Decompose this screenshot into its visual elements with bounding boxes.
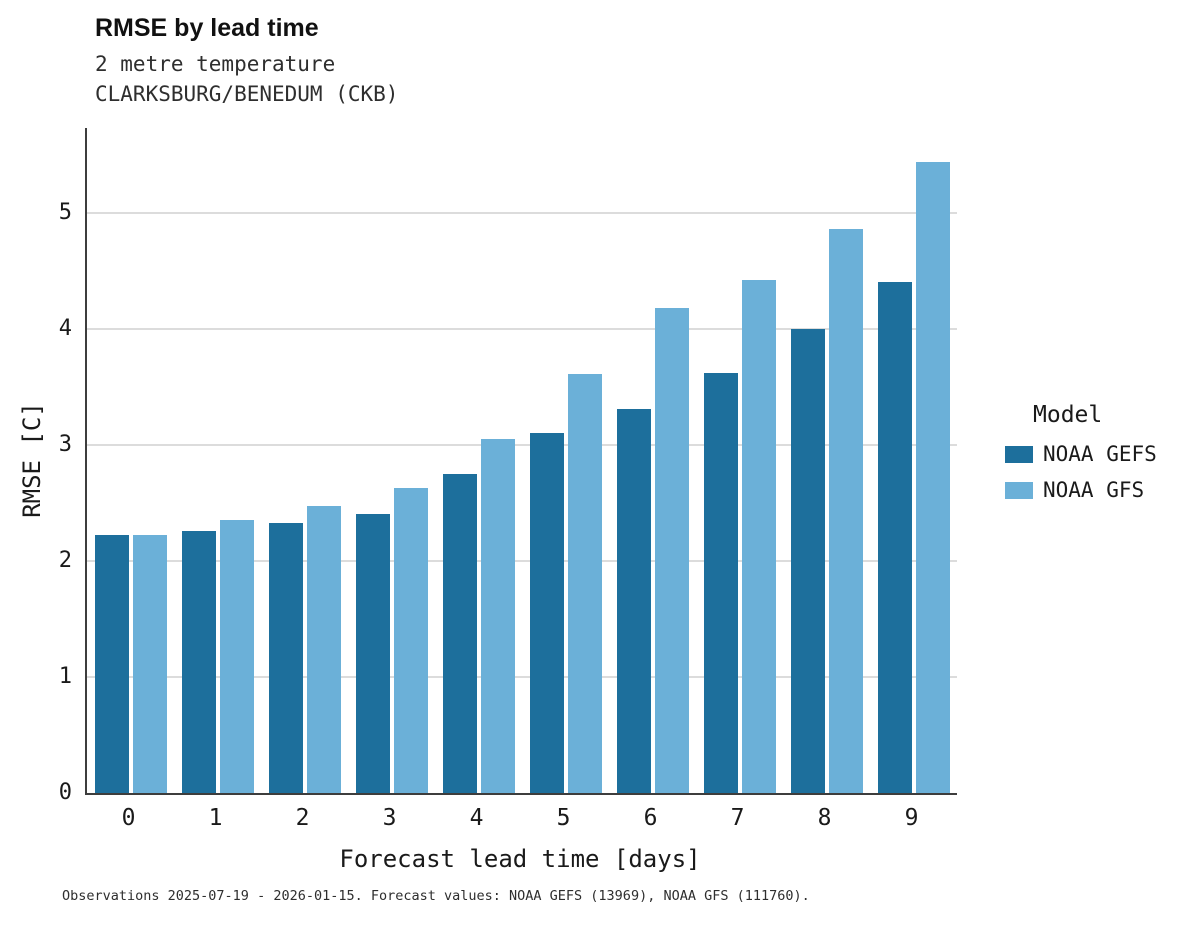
- bar-noaa-gfs-lead-3: [393, 487, 428, 793]
- bar-group-lead-5: [522, 128, 609, 793]
- bar-noaa-gefs-lead-5: [529, 433, 564, 793]
- gridline-4: [87, 327, 957, 330]
- legend-label: NOAA GEFS: [1043, 442, 1157, 466]
- bar-noaa-gefs-lead-8: [790, 328, 825, 793]
- bar-noaa-gfs-lead-1: [219, 520, 254, 793]
- y-tick-label-0: 0: [58, 780, 72, 805]
- gridline-5: [87, 211, 957, 214]
- bar-noaa-gefs-lead-4: [442, 473, 477, 793]
- legend-title: Model: [1033, 402, 1103, 428]
- x-tick-label-9: 9: [904, 805, 919, 831]
- chart-subtitle-variable: 2 metre temperature: [95, 52, 336, 76]
- y-tick-label-3: 3: [58, 431, 72, 457]
- bar-groups: [87, 128, 957, 793]
- legend: Model NOAA GEFS NOAA GFS: [1005, 402, 1190, 514]
- x-tick-label-6: 6: [643, 805, 658, 831]
- bar-group-lead-8: [783, 128, 870, 793]
- bar-group-lead-4: [435, 128, 522, 793]
- x-tick-labels: 0 1 2 3 4 5 6 7 8 9: [85, 805, 955, 831]
- bar-group-lead-1: [174, 128, 261, 793]
- legend-entry-noaa-gfs: NOAA GFS: [1005, 478, 1190, 502]
- gridline-1: [87, 675, 957, 678]
- bar-noaa-gfs-lead-9: [915, 161, 950, 793]
- bar-noaa-gfs-lead-8: [828, 228, 863, 793]
- bar-noaa-gfs-lead-5: [567, 374, 602, 793]
- y-tick-label-2: 2: [58, 547, 72, 573]
- bar-group-lead-0: [87, 128, 174, 793]
- x-tick-label-4: 4: [469, 805, 484, 831]
- bar-noaa-gefs-lead-3: [355, 514, 390, 793]
- chart-title: RMSE by lead time: [95, 14, 319, 42]
- x-tick-label-5: 5: [556, 805, 571, 831]
- legend-swatch-noaa-gefs: [1005, 445, 1033, 463]
- y-tick-labels: 0 1 2 3 4 5: [0, 128, 72, 805]
- caption: Observations 2025-07-19 - 2026-01-15. Fo…: [62, 888, 810, 904]
- bar-noaa-gfs-lead-2: [306, 506, 341, 793]
- bar-noaa-gfs-lead-0: [132, 535, 167, 793]
- x-tick-label-8: 8: [817, 805, 832, 831]
- legend-entry-noaa-gefs: NOAA GEFS: [1005, 442, 1190, 466]
- gridline-2: [87, 559, 957, 562]
- bar-noaa-gefs-lead-9: [877, 282, 912, 793]
- gridlines: [87, 128, 957, 793]
- x-axis-title: Forecast lead time [days]: [339, 845, 701, 873]
- bar-noaa-gfs-lead-4: [480, 439, 515, 793]
- chart-subtitle-station: CLARKSBURG/BENEDUM (CKB): [95, 82, 399, 106]
- legend-swatch-noaa-gfs: [1005, 481, 1033, 499]
- plot-area: [85, 128, 957, 795]
- bar-noaa-gefs-lead-0: [94, 535, 129, 793]
- x-tick-label-3: 3: [382, 805, 397, 831]
- bar-noaa-gfs-lead-7: [741, 280, 776, 793]
- bar-noaa-gfs-lead-6: [654, 307, 689, 793]
- x-tick-label-2: 2: [295, 805, 310, 831]
- bar-noaa-gefs-lead-1: [181, 530, 216, 793]
- legend-entries: NOAA GEFS NOAA GFS: [1005, 442, 1190, 502]
- y-tick-label-5: 5: [58, 199, 72, 225]
- y-tick-label-1: 1: [58, 663, 72, 689]
- bar-noaa-gefs-lead-7: [703, 372, 738, 793]
- x-tick-label-0: 0: [121, 805, 136, 831]
- bar-group-lead-3: [348, 128, 435, 793]
- y-tick-label-4: 4: [58, 315, 72, 341]
- bar-group-lead-7: [696, 128, 783, 793]
- gridline-3: [87, 443, 957, 446]
- bar-noaa-gefs-lead-2: [268, 522, 303, 793]
- legend-label: NOAA GFS: [1043, 478, 1145, 502]
- x-tick-label-1: 1: [208, 805, 223, 831]
- bar-group-lead-9: [870, 128, 957, 793]
- bar-group-lead-2: [261, 128, 348, 793]
- x-tick-label-7: 7: [730, 805, 745, 831]
- bar-noaa-gefs-lead-6: [616, 408, 651, 793]
- bar-group-lead-6: [609, 128, 696, 793]
